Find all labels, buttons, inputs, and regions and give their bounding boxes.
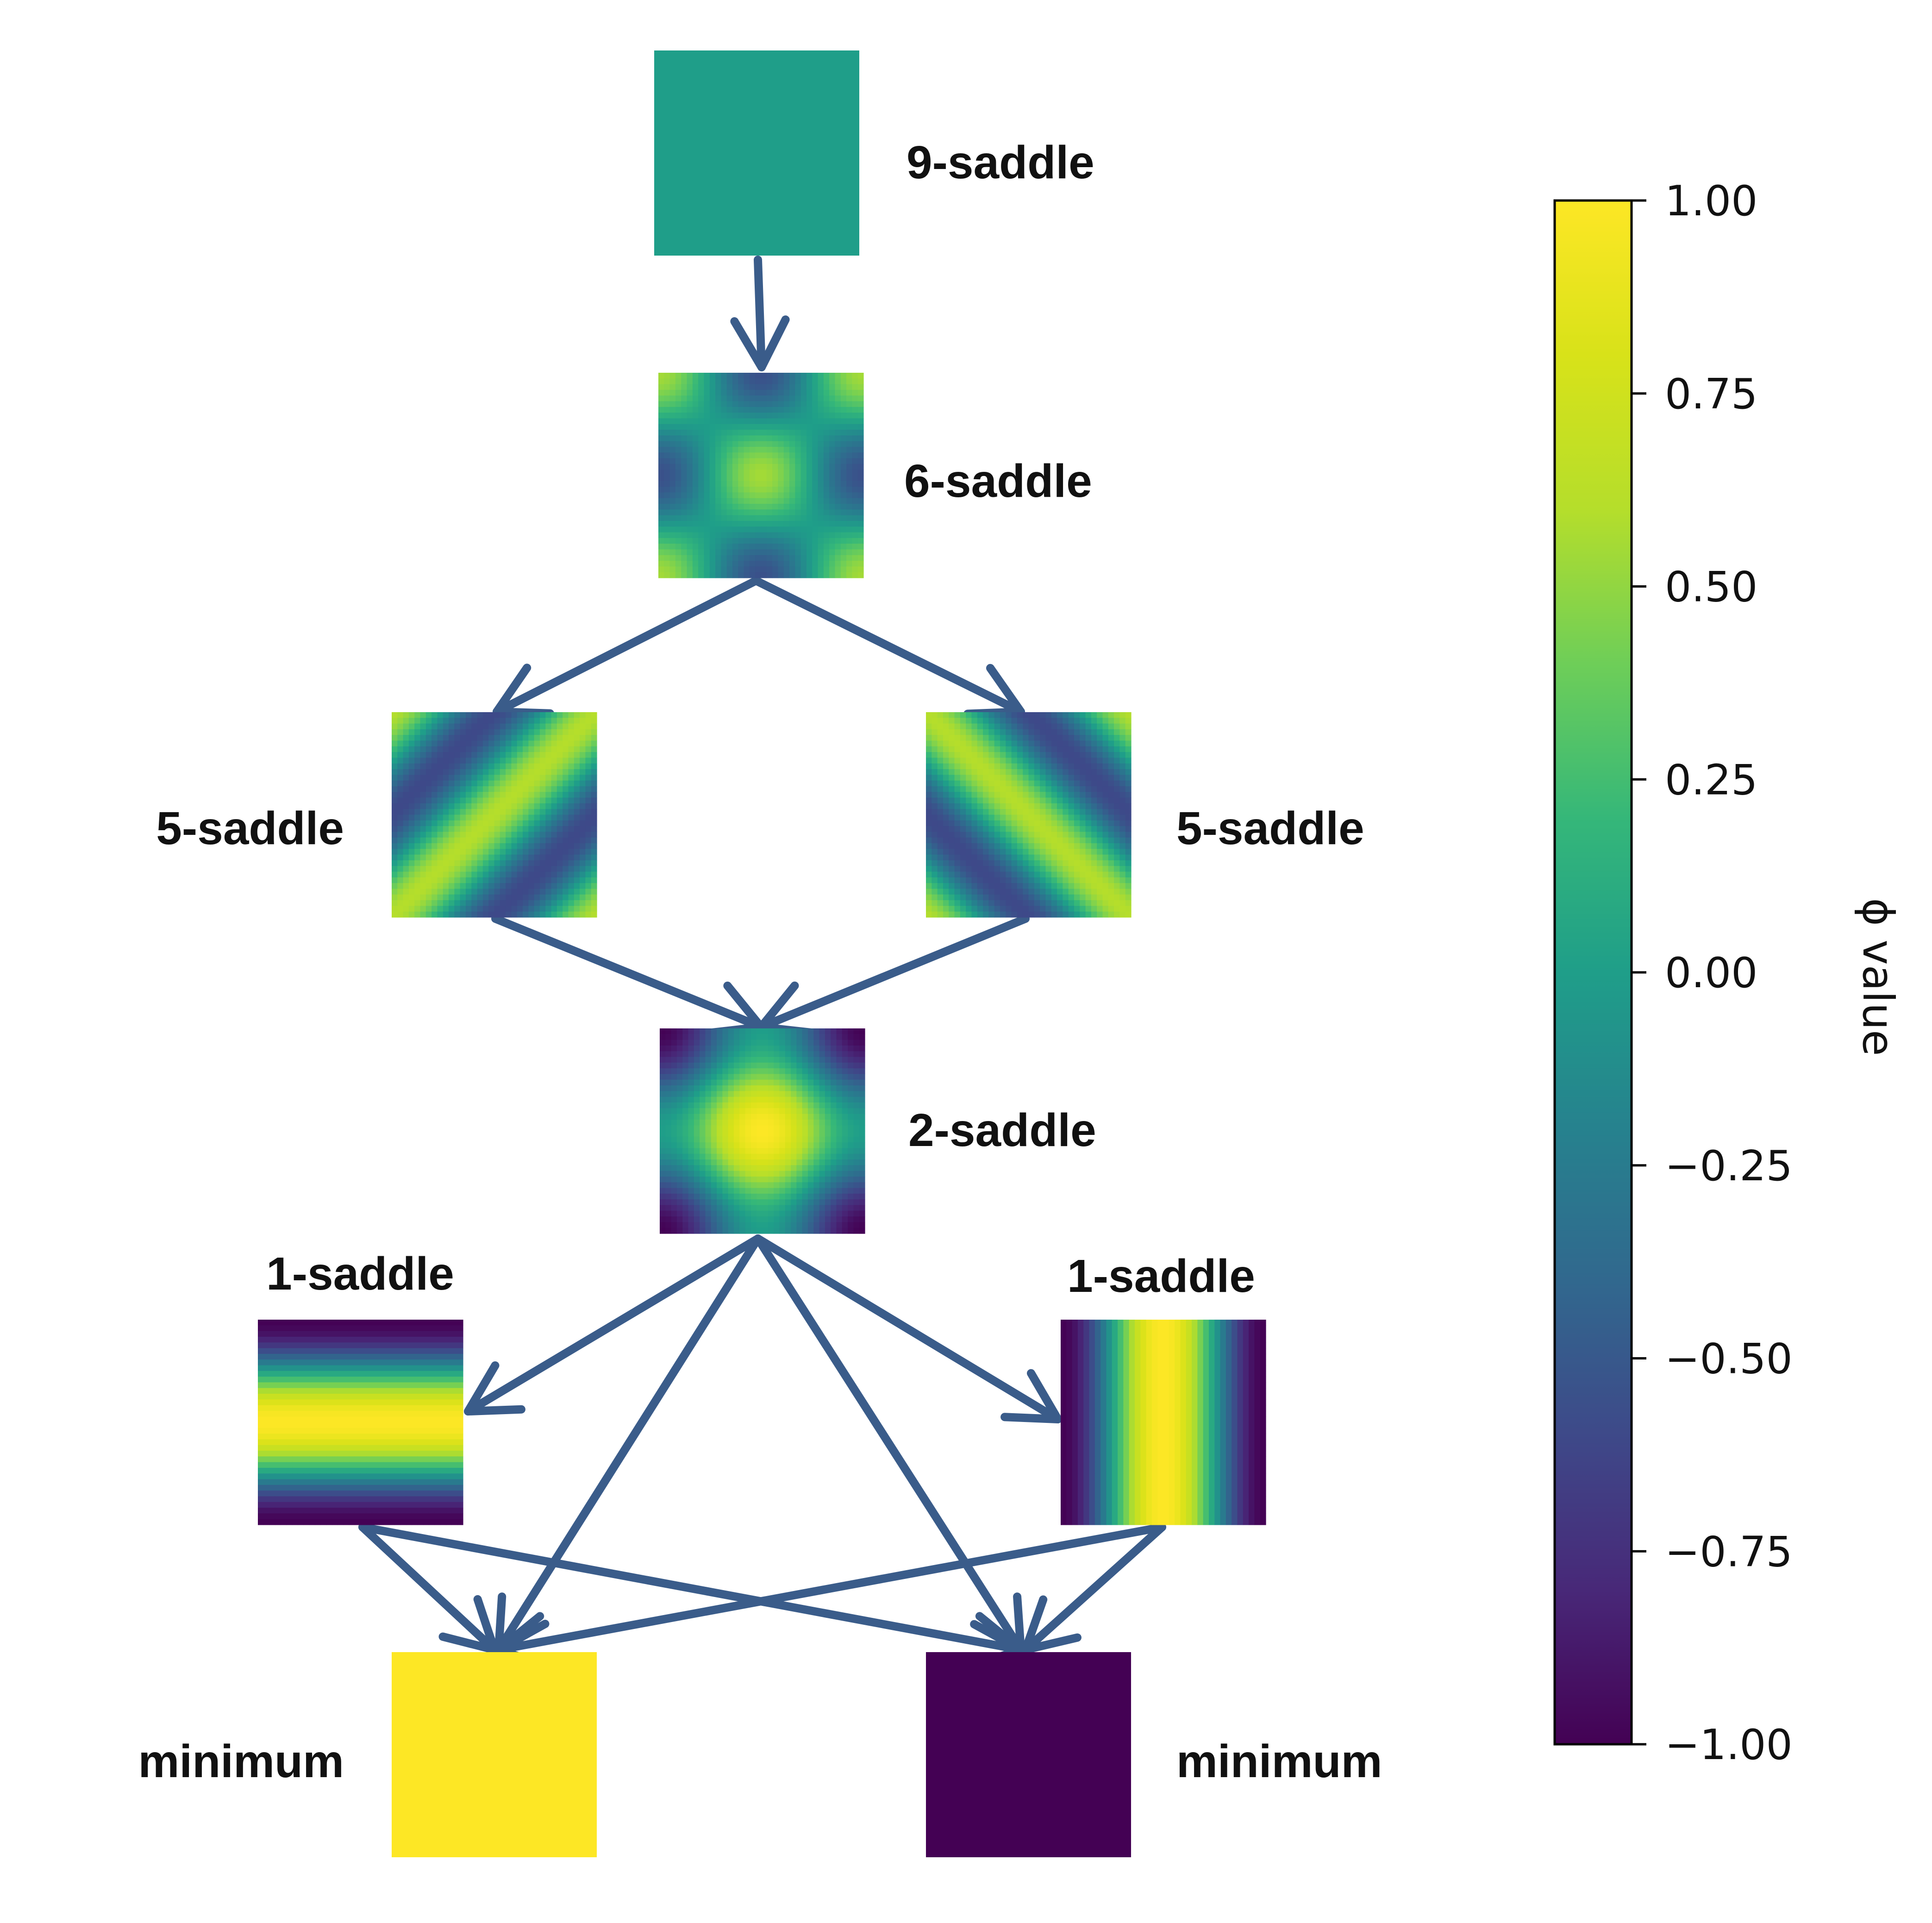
- field-tile: [258, 1320, 463, 1525]
- field-tile: [660, 1028, 865, 1234]
- colorbar-tick-label: −1.00: [1665, 1721, 1793, 1769]
- node-label: minimum: [138, 1735, 344, 1787]
- colorbar-tick-label: −0.75: [1665, 1528, 1793, 1576]
- node-label: 2-saddle: [908, 1104, 1096, 1156]
- edge-n1b-nmb: [1021, 1523, 1166, 1654]
- edge-n2-n1a: [464, 1234, 762, 1416]
- arrowhead: [1000, 1369, 1062, 1423]
- edge-line: [494, 1234, 762, 1654]
- node-label: 6-saddle: [904, 455, 1092, 507]
- colorbar-tick-label: 0.75: [1665, 370, 1757, 419]
- colorbar-tick-label: 1.00: [1665, 177, 1757, 225]
- edge-line: [493, 576, 760, 716]
- edge-line: [491, 915, 765, 1031]
- node-n1a: 1-saddle: [258, 1248, 463, 1525]
- colorbar-gradient: [1553, 199, 1633, 1746]
- colorbar-tick-label: −0.50: [1665, 1335, 1793, 1384]
- node-nmb: minimum: [926, 1652, 1382, 1857]
- colorbar-tick-label: 0.00: [1665, 949, 1757, 997]
- node-label: 5-saddle: [156, 802, 344, 854]
- edge-line: [358, 1523, 1025, 1654]
- colorbar-ticks: 1.00 0.75 0.50 0.25 0.00 −0.25 −0.50 −0.75 −1.00: [1632, 177, 1793, 1769]
- node-label: 5-saddle: [1176, 802, 1364, 854]
- arrowhead: [1021, 1595, 1082, 1654]
- colorbar: 1.00 0.75 0.50 0.25 0.00 −0.25 −0.50 −0.75 −1.00…: [1553, 177, 1903, 1769]
- node-n1b: 1-saddle: [1061, 1250, 1266, 1525]
- node-label: minimum: [1176, 1735, 1382, 1787]
- edge-n5b-n2: [757, 915, 1030, 1037]
- node-n9: 9-saddle: [654, 50, 1094, 256]
- nodes: 9-saddle 6-saddle 5-saddle 5-saddle 2-saddle…: [138, 50, 1382, 1857]
- edge-n2-nmb: [754, 1234, 1025, 1654]
- field-tile: [926, 712, 1132, 918]
- field-tile: [658, 373, 864, 578]
- node-n5a: 5-saddle: [156, 712, 597, 918]
- node-n2: 2-saddle: [660, 1028, 1096, 1234]
- edge-line: [464, 1234, 762, 1416]
- field-tile: [926, 1652, 1131, 1857]
- edge-n1b-nma: [494, 1523, 1166, 1671]
- edge-n2-n1b: [754, 1234, 1062, 1423]
- field-tile: [392, 712, 597, 918]
- colorbar-tick-label: −0.25: [1665, 1142, 1793, 1190]
- arrowhead: [730, 315, 790, 371]
- edge-line: [754, 1234, 1025, 1654]
- edge-n2-nma: [494, 1234, 762, 1654]
- edge-n6-n5a: [493, 576, 760, 718]
- node-label: 1-saddle: [266, 1248, 454, 1300]
- arrowhead: [464, 1361, 525, 1416]
- colorbar-tick-label: 0.25: [1665, 756, 1757, 804]
- field-tile: [392, 1652, 597, 1857]
- node-n6: 6-saddle: [658, 373, 1092, 578]
- edge-n6-n5b: [752, 576, 1025, 718]
- node-label: 1-saddle: [1067, 1250, 1255, 1302]
- node-n5b: 5-saddle: [926, 712, 1364, 918]
- edge-n5a-n2: [491, 915, 765, 1037]
- field-tile: [654, 50, 859, 256]
- edge-line: [358, 1523, 499, 1654]
- edge-line: [754, 1234, 1062, 1423]
- edge-n9-n6: [730, 256, 790, 371]
- node-nma: minimum: [138, 1652, 597, 1857]
- edge-line: [494, 1523, 1166, 1654]
- edge-line: [757, 915, 1030, 1031]
- edge-line: [754, 256, 766, 371]
- colorbar-label: ϕ value: [1853, 898, 1903, 1056]
- edge-line: [1021, 1523, 1166, 1654]
- node-label: 9-saddle: [907, 137, 1094, 188]
- edge-line: [752, 576, 1025, 716]
- field-tile: [1061, 1320, 1266, 1525]
- colorbar-tick-label: 0.50: [1665, 563, 1757, 612]
